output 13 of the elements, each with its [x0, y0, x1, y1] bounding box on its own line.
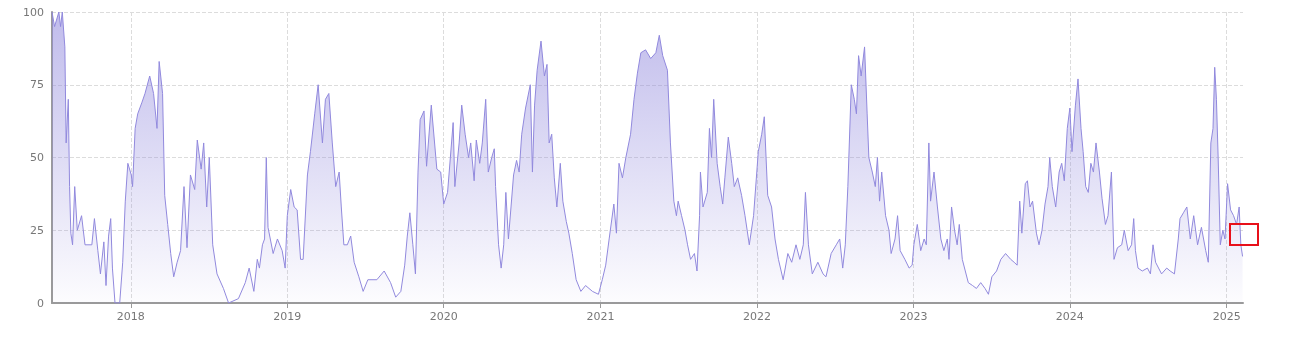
y-tick-label: 0 — [37, 296, 44, 310]
x-tick-label: 2019 — [273, 310, 302, 323]
y-tick-label: 25 — [30, 223, 44, 237]
y-tick-label: 50 — [30, 151, 44, 164]
x-tick-label: 2022 — [743, 310, 771, 323]
x-tick-label: 2024 — [1055, 310, 1084, 323]
x-tick-label: 2023 — [899, 310, 928, 323]
y-tick-label: 100 — [23, 5, 44, 19]
y-tick-label: 75 — [30, 78, 44, 92]
x-tick-label: 2020 — [429, 310, 458, 323]
x-tick-label: 2018 — [116, 310, 145, 323]
x-tick-label: 2025 — [1212, 310, 1241, 323]
x-tick-label: 2021 — [586, 310, 615, 323]
